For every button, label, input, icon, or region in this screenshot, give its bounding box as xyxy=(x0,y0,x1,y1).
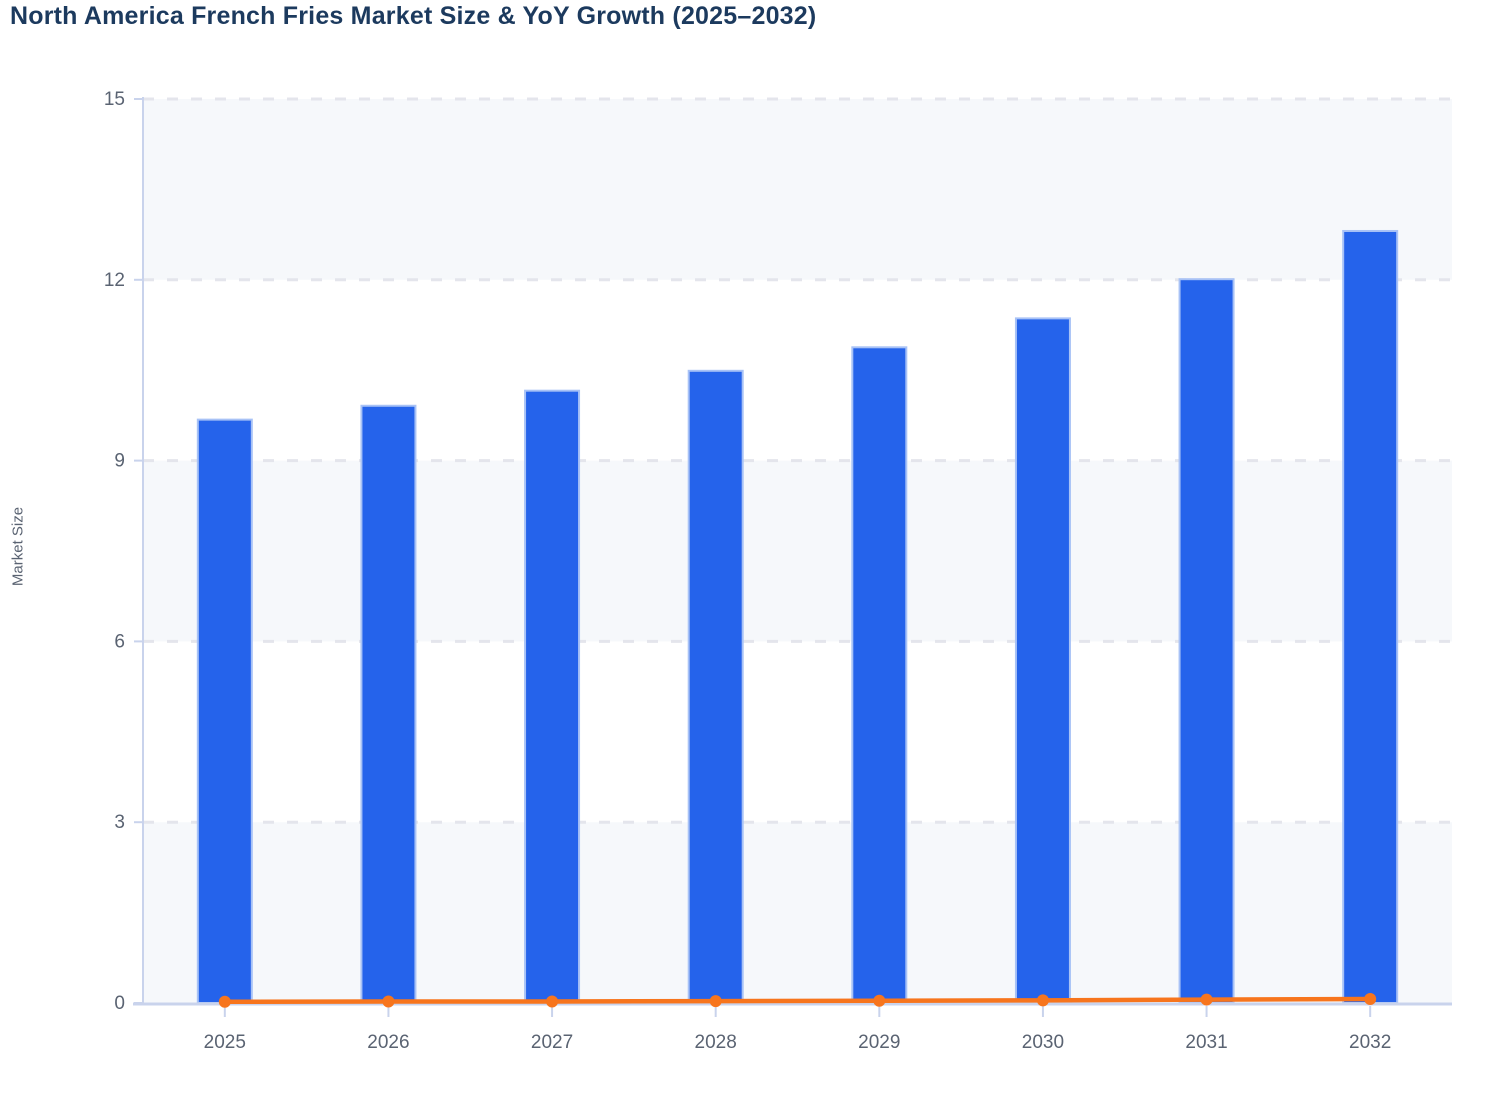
yoy-marker-2026 xyxy=(382,995,395,1008)
x-tick-label: 2026 xyxy=(367,1032,409,1053)
yoy-marker-2025 xyxy=(218,995,231,1008)
bar-2030 xyxy=(1014,317,1071,1004)
bar-2025 xyxy=(196,418,253,1004)
chart-title: North America French Fries Market Size &… xyxy=(10,2,817,30)
bar-2027 xyxy=(524,389,581,1004)
yoy-marker-2027 xyxy=(546,995,559,1008)
bar-2029 xyxy=(851,346,908,1005)
split-area-band xyxy=(143,822,1452,1003)
y-tick-label: 6 xyxy=(114,631,125,652)
y-tick-label: 3 xyxy=(114,812,125,833)
x-tick-label: 2025 xyxy=(204,1032,246,1053)
y-axis-title: Market Size xyxy=(9,506,27,587)
bar-2032 xyxy=(1342,229,1399,1004)
split-area-band xyxy=(143,99,1452,280)
y-tick-label: 12 xyxy=(104,270,125,291)
yoy-marker-2032 xyxy=(1364,992,1377,1005)
x-tick-label: 2030 xyxy=(1022,1032,1064,1053)
bar-2028 xyxy=(687,369,744,1004)
yoy-marker-2031 xyxy=(1200,993,1213,1006)
x-tick-label: 2029 xyxy=(858,1032,900,1053)
split-area-band xyxy=(143,279,1452,461)
y-tick-label: 15 xyxy=(104,89,125,110)
x-tick-label: 2028 xyxy=(695,1032,737,1053)
yoy-marker-2029 xyxy=(873,994,886,1007)
yoy-growth-line xyxy=(222,996,1373,1004)
bar-2026 xyxy=(360,404,417,1004)
split-area-band xyxy=(143,460,1452,642)
yoy-marker-2030 xyxy=(1036,994,1049,1007)
split-area-band xyxy=(143,641,1452,823)
y-tick-label: 9 xyxy=(114,451,125,472)
yoy-marker-2028 xyxy=(709,995,722,1008)
y-tick-label: 0 xyxy=(114,993,125,1014)
x-tick-label: 2027 xyxy=(531,1032,573,1053)
x-tick-label: 2032 xyxy=(1349,1032,1391,1053)
bar-2031 xyxy=(1178,278,1235,1004)
x-tick-label: 2031 xyxy=(1185,1032,1227,1053)
